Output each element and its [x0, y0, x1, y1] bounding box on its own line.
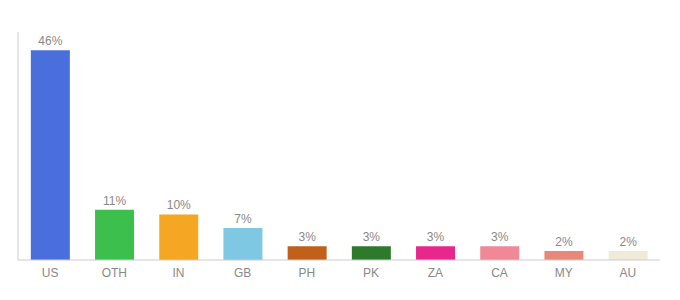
- svg-text:3%: 3%: [491, 230, 509, 244]
- svg-text:PH: PH: [299, 266, 316, 280]
- svg-text:2%: 2%: [619, 235, 637, 249]
- svg-text:IN: IN: [173, 266, 185, 280]
- svg-text:OTH: OTH: [102, 266, 127, 280]
- svg-text:AU: AU: [620, 266, 637, 280]
- svg-text:3%: 3%: [427, 230, 445, 244]
- svg-text:3%: 3%: [363, 230, 381, 244]
- svg-text:7%: 7%: [234, 212, 252, 226]
- svg-text:ZA: ZA: [428, 266, 443, 280]
- svg-text:10%: 10%: [167, 198, 191, 212]
- svg-text:3%: 3%: [298, 230, 316, 244]
- svg-text:MY: MY: [555, 266, 573, 280]
- svg-text:PK: PK: [363, 266, 379, 280]
- svg-text:US: US: [42, 266, 59, 280]
- svg-text:GB: GB: [234, 266, 251, 280]
- svg-text:46%: 46%: [38, 34, 62, 48]
- svg-text:11%: 11%: [103, 194, 126, 208]
- svg-text:2%: 2%: [555, 235, 573, 249]
- svg-text:CA: CA: [491, 266, 508, 280]
